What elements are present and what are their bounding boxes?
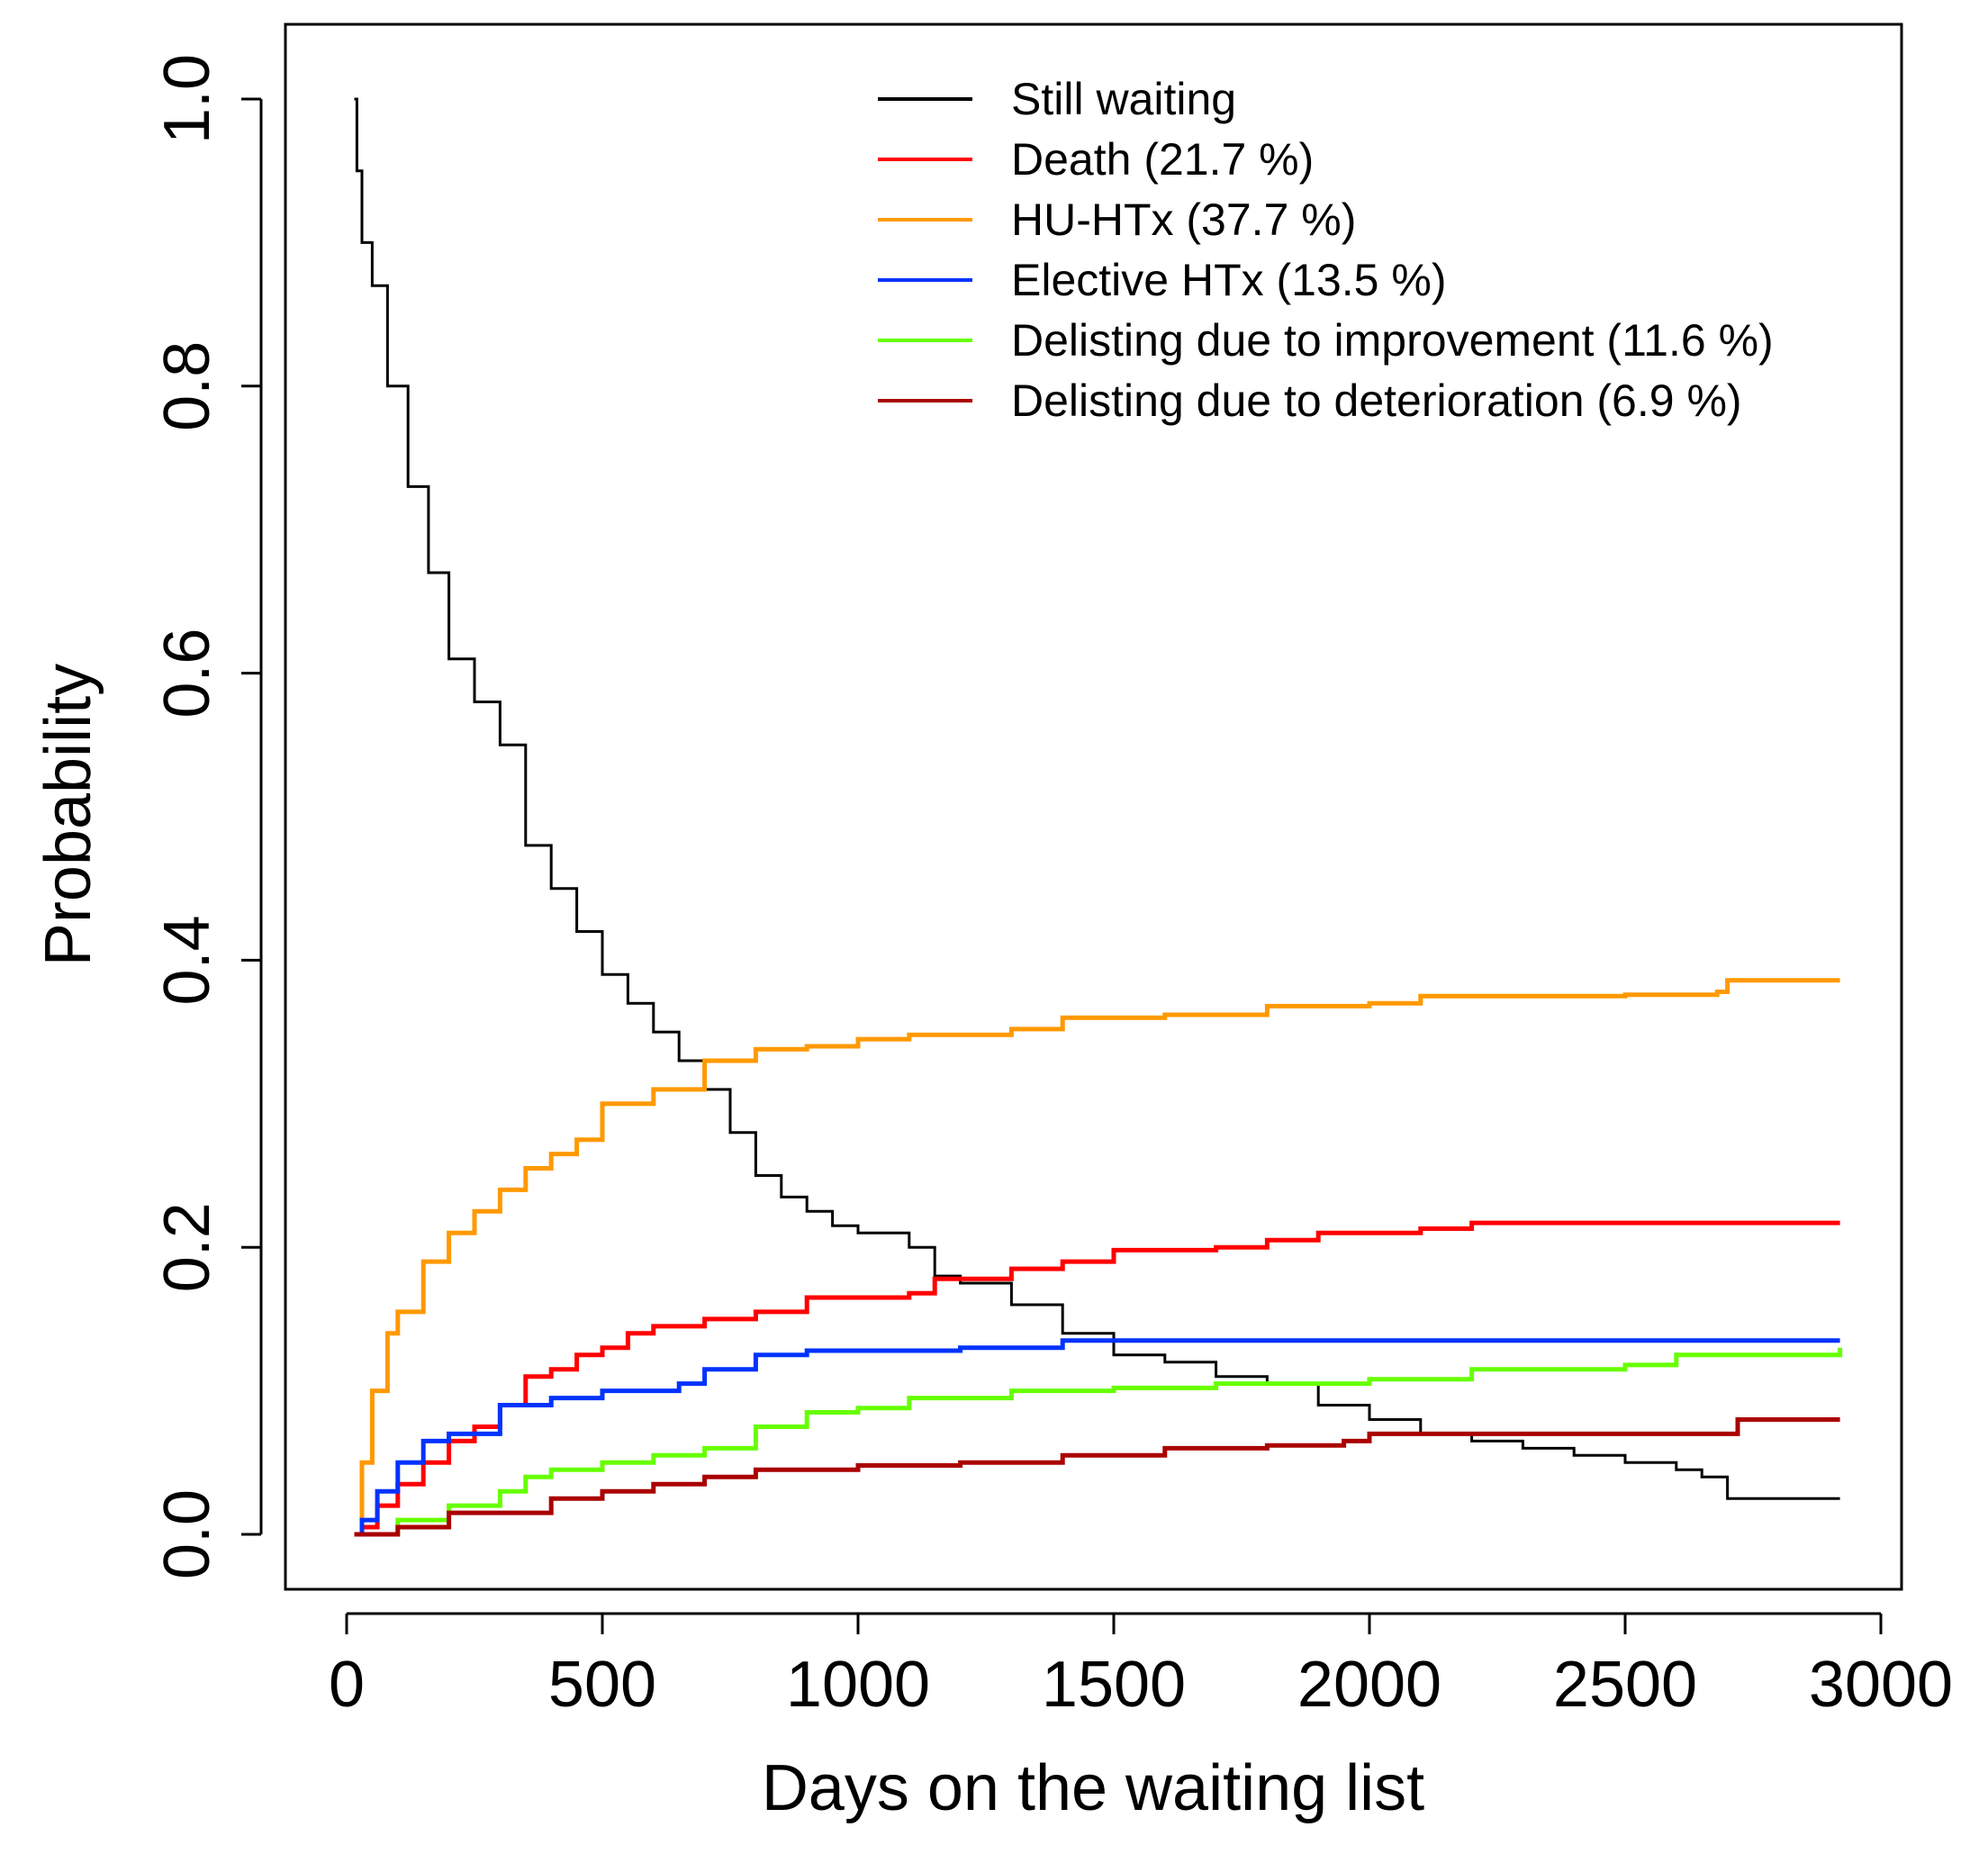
y-tick-label: 0.4 [151,915,223,1005]
legend-label: Still waiting [1011,74,1236,124]
x-tick-label: 3000 [1809,1649,1953,1721]
x-tick-label: 500 [548,1649,656,1721]
legend-label: Delisting due to improvement (11.6 %) [1011,315,1774,366]
series-line-4 [354,1338,1840,1537]
legend-label: Death (21.7 %) [1011,134,1314,185]
x-tick-label: 1000 [786,1649,930,1721]
y-tick-label: 0.6 [151,629,223,719]
x-tick-label: 0 [329,1649,365,1721]
x-axis: 0 500 1000 1500 2000 2500 3000 [329,1612,1953,1721]
y-tick-label: 0.2 [151,1202,223,1292]
series-line-3 [354,978,1840,1537]
x-axis-title: Days on the waiting list [762,1752,1424,1824]
series-line-1 [354,97,1840,1500]
y-tick-label: 0.8 [151,341,223,431]
y-axis: 0.0 0.2 0.4 0.6 0.8 1.0 [151,54,263,1579]
legend-label: Elective HTx (13.5 %) [1011,255,1446,305]
series-lines [354,97,1843,1537]
legend-label: Delisting due to deterioration (6.9 %) [1011,375,1742,426]
x-tick-label: 1500 [1042,1649,1186,1721]
legend: Still waiting Death (21.7 %) HU-HTx (37.7 … [878,74,1774,426]
plot-frame [284,23,1903,1591]
y-axis-title: Probability [32,664,104,966]
series-line-2 [354,1220,1840,1537]
x-tick-label: 2000 [1297,1649,1441,1721]
y-tick-label: 0.0 [151,1489,223,1579]
x-tick-label: 2500 [1553,1649,1697,1721]
legend-label: HU-HTx (37.7 %) [1011,194,1356,245]
y-tick-label: 1.0 [151,54,223,144]
series-line-5 [354,1347,1843,1537]
series-line-6 [354,1417,1840,1537]
